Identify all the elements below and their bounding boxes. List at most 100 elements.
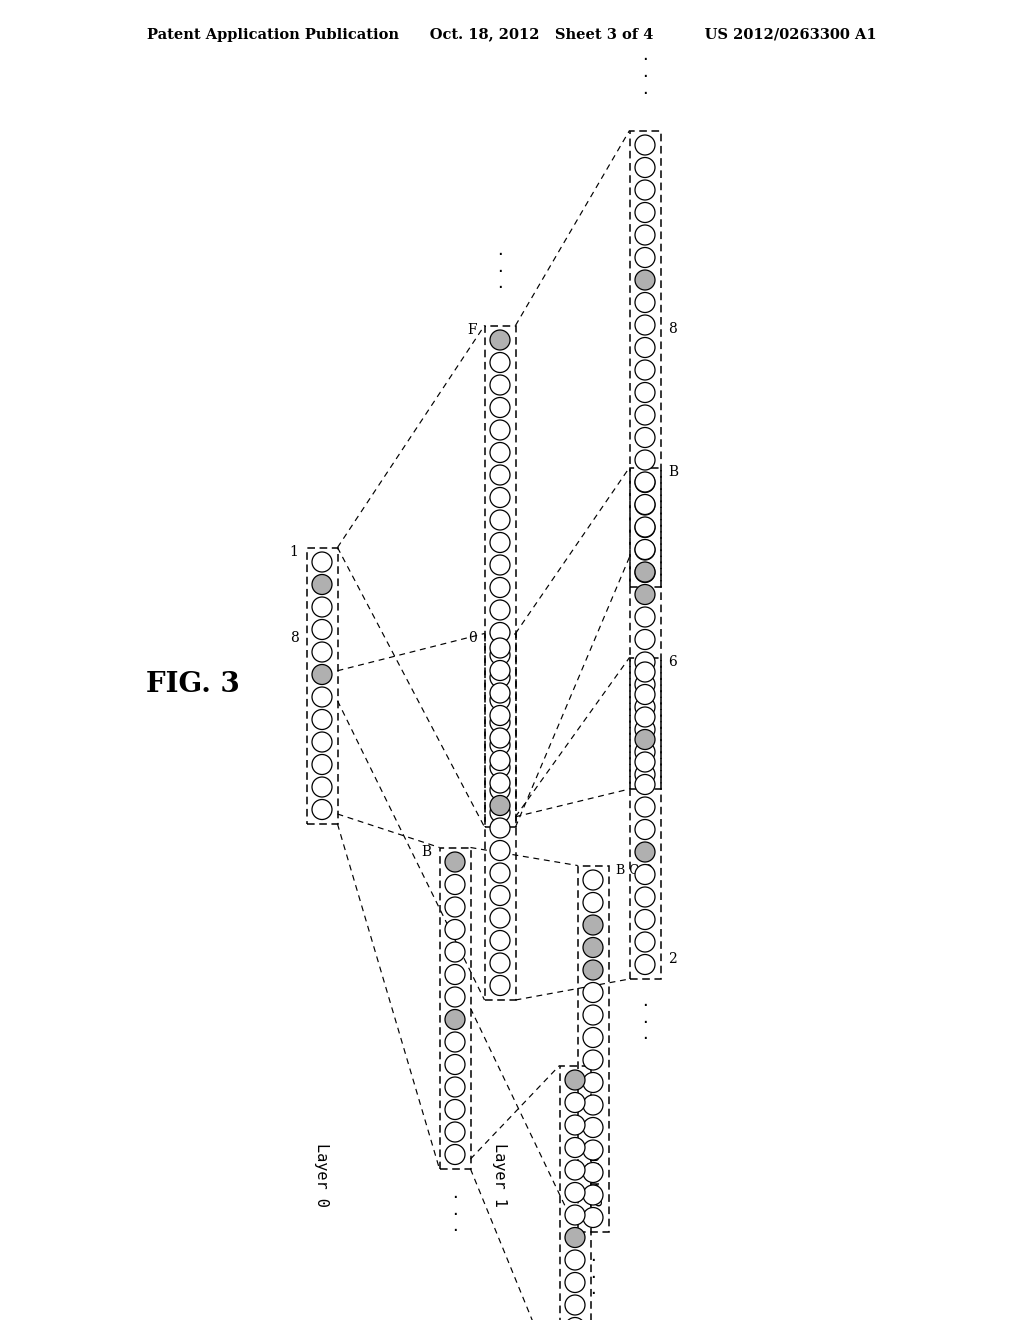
Circle shape	[583, 870, 603, 890]
Circle shape	[635, 697, 655, 717]
Circle shape	[565, 1228, 585, 1247]
Circle shape	[490, 796, 510, 816]
Circle shape	[635, 562, 655, 582]
Circle shape	[635, 224, 655, 246]
Circle shape	[583, 1049, 603, 1071]
Circle shape	[583, 1118, 603, 1138]
Circle shape	[312, 619, 332, 639]
Circle shape	[635, 708, 655, 727]
Circle shape	[635, 540, 655, 560]
Circle shape	[635, 495, 655, 515]
Circle shape	[490, 601, 510, 620]
Circle shape	[490, 735, 510, 755]
Circle shape	[312, 686, 332, 708]
Circle shape	[490, 908, 510, 928]
Circle shape	[635, 450, 655, 470]
Bar	[559, 1065, 591, 1320]
Circle shape	[490, 487, 510, 507]
Circle shape	[490, 931, 510, 950]
Circle shape	[490, 690, 510, 710]
Circle shape	[445, 1010, 465, 1030]
Circle shape	[565, 1183, 585, 1203]
Circle shape	[312, 755, 332, 775]
Circle shape	[635, 752, 655, 772]
Text: ·: ·	[642, 807, 648, 825]
Circle shape	[635, 685, 655, 705]
Text: ·: ·	[637, 605, 643, 623]
Circle shape	[445, 942, 465, 962]
Circle shape	[635, 909, 655, 929]
Circle shape	[490, 352, 510, 372]
Circle shape	[635, 517, 655, 537]
Circle shape	[635, 271, 655, 290]
Circle shape	[565, 1160, 585, 1180]
Text: Layer 0: Layer 0	[314, 1143, 330, 1206]
Circle shape	[490, 375, 510, 395]
Circle shape	[635, 820, 655, 840]
Circle shape	[490, 818, 510, 838]
Circle shape	[445, 1122, 465, 1142]
Bar	[630, 131, 660, 587]
Circle shape	[635, 157, 655, 177]
Circle shape	[490, 532, 510, 553]
Circle shape	[490, 774, 510, 793]
Text: 6: 6	[669, 656, 677, 669]
Circle shape	[635, 405, 655, 425]
Circle shape	[445, 965, 465, 985]
Circle shape	[490, 465, 510, 484]
Circle shape	[583, 982, 603, 1002]
Circle shape	[583, 1185, 603, 1205]
Bar	[306, 548, 338, 824]
Circle shape	[635, 775, 655, 795]
Text: 1: 1	[290, 545, 299, 560]
Circle shape	[312, 664, 332, 685]
Text: ·
·
·: · · ·	[642, 51, 648, 103]
Circle shape	[490, 953, 510, 973]
Circle shape	[565, 1115, 585, 1135]
Circle shape	[565, 1317, 585, 1320]
Text: Layer 2: Layer 2	[586, 1143, 600, 1206]
Bar	[484, 326, 515, 828]
Circle shape	[565, 1250, 585, 1270]
Circle shape	[445, 874, 465, 895]
Circle shape	[490, 713, 510, 733]
Text: B: B	[421, 845, 431, 858]
Circle shape	[490, 975, 510, 995]
Circle shape	[635, 764, 655, 784]
Bar	[630, 467, 660, 789]
Circle shape	[635, 607, 655, 627]
Circle shape	[490, 758, 510, 777]
Circle shape	[445, 898, 465, 917]
Bar	[484, 634, 515, 1001]
Circle shape	[565, 1272, 585, 1292]
Bar	[630, 657, 660, 979]
Text: ·
·
·: · · ·	[642, 997, 648, 1048]
Text: 2: 2	[669, 952, 677, 966]
Circle shape	[565, 1205, 585, 1225]
Circle shape	[490, 729, 510, 748]
Circle shape	[445, 1032, 465, 1052]
Circle shape	[635, 887, 655, 907]
Circle shape	[635, 293, 655, 313]
Circle shape	[635, 473, 655, 492]
Circle shape	[635, 652, 655, 672]
Circle shape	[312, 642, 332, 663]
Circle shape	[635, 630, 655, 649]
Circle shape	[490, 510, 510, 531]
Circle shape	[583, 1140, 603, 1160]
Text: 8: 8	[290, 631, 299, 644]
Circle shape	[635, 797, 655, 817]
Circle shape	[490, 660, 510, 681]
Circle shape	[635, 675, 655, 694]
Circle shape	[635, 202, 655, 223]
Circle shape	[583, 1072, 603, 1093]
Circle shape	[490, 841, 510, 861]
Circle shape	[445, 1100, 465, 1119]
Text: Patent Application Publication      Oct. 18, 2012   Sheet 3 of 4          US 201: Patent Application Publication Oct. 18, …	[147, 28, 877, 42]
Text: ·
·
·: · · ·	[497, 560, 503, 611]
Text: B C D: B C D	[616, 865, 653, 876]
Circle shape	[490, 578, 510, 598]
Circle shape	[635, 932, 655, 952]
Bar	[578, 866, 608, 1232]
Circle shape	[635, 180, 655, 201]
